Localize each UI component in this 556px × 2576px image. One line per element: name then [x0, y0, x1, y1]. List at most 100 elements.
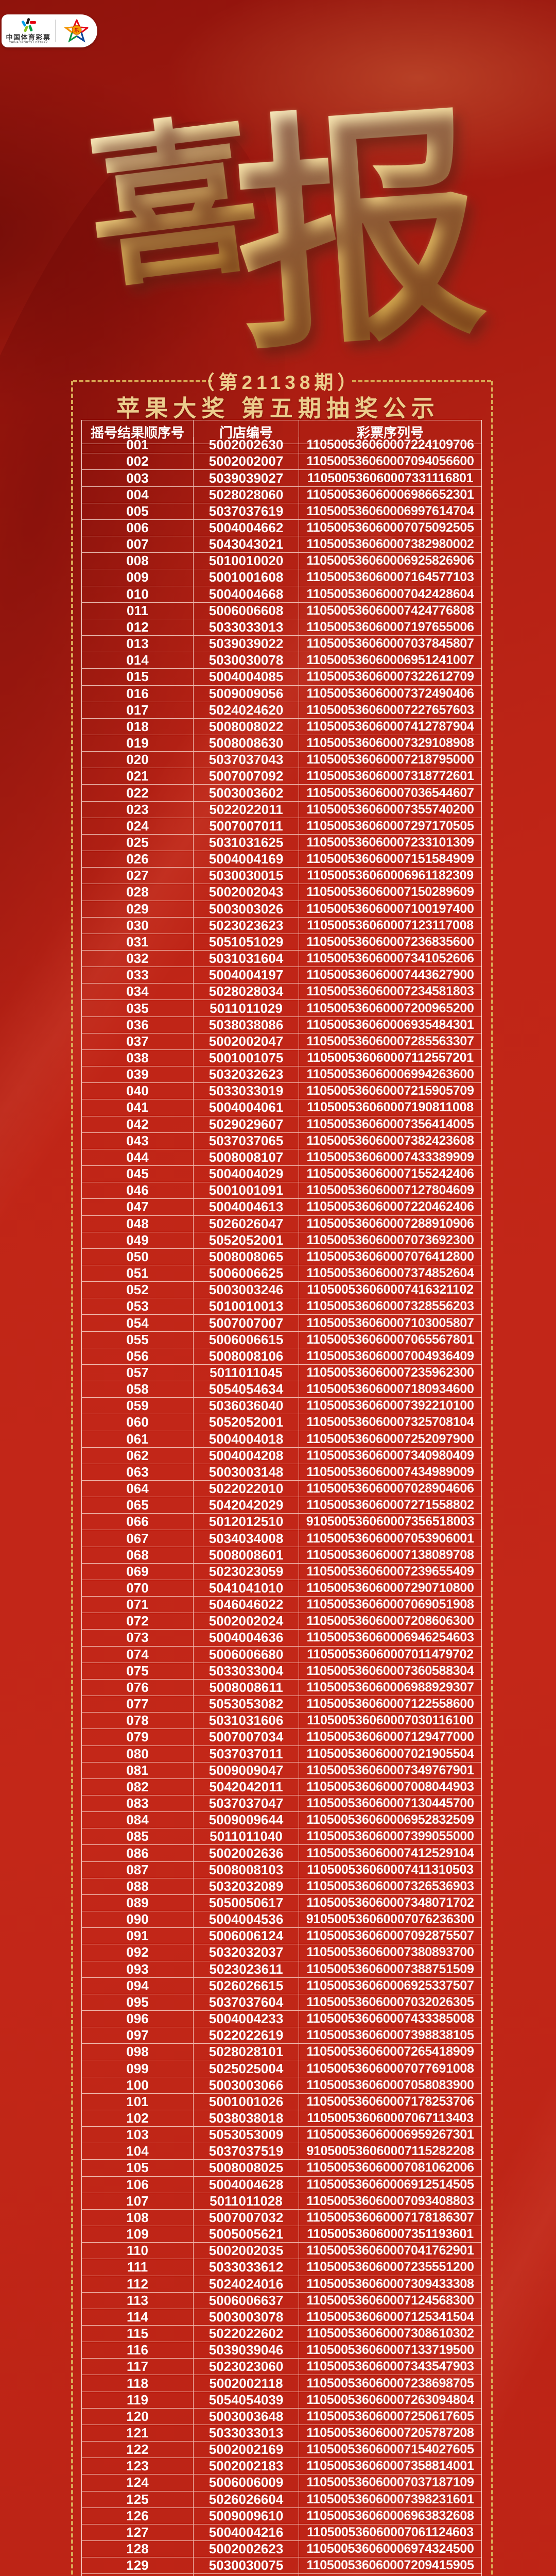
serial-cell: 110500536060007355740200 [299, 802, 481, 818]
seq-cell: 009 [82, 569, 194, 586]
seq-cell: 060 [82, 1414, 194, 1431]
store-cell: 5001001608 [194, 569, 299, 586]
store-cell: 5008008022 [194, 718, 299, 735]
seq-cell: 088 [82, 1878, 194, 1895]
store-cell: 5001001026 [194, 2093, 299, 2110]
serial-cell: 110500536060007133719500 [299, 2342, 481, 2359]
seq-cell: 053 [82, 1298, 194, 1315]
store-cell: 5025025004 [194, 2060, 299, 2077]
serial-cell: 110500536060007151584909 [299, 851, 481, 868]
seq-cell: 120 [82, 2408, 194, 2425]
serial-cell: 110500536060007037845807 [299, 636, 481, 653]
store-cell: 5026026604 [194, 2491, 299, 2508]
seq-cell: 089 [82, 1894, 194, 1912]
seq-cell: 056 [82, 1348, 194, 1365]
china-sports-lottery-logo-pill: 中国体育彩票 CHINA SPORTS LOTTERY 乐 [2, 14, 97, 47]
serial-cell: 110500536060007358814001 [299, 2458, 481, 2475]
store-cell: 5006006608 [194, 602, 299, 619]
store-cell: 5022022010 [194, 1481, 299, 1498]
store-cell: 5037037043 [194, 752, 299, 769]
seq-cell: 038 [82, 1049, 194, 1067]
serial-cell: 110500536060007343547903 [299, 2359, 481, 2376]
seq-cell: 078 [82, 1713, 194, 1730]
serial-cell: 110500536060007238698705 [299, 2375, 481, 2392]
serial-cell: 110500536060007250617605 [299, 2409, 481, 2425]
seq-cell: 013 [82, 636, 194, 653]
store-cell: 5011011029 [194, 1000, 299, 1017]
svg-text:乐: 乐 [74, 27, 79, 33]
store-cell: 5004004216 [194, 2524, 299, 2541]
serial-cell: 110500536060006952832509 [299, 1812, 481, 1829]
seq-cell: 027 [82, 868, 194, 885]
serial-cell: 110500536060007235551200 [299, 2259, 481, 2276]
seq-cell: 061 [82, 1431, 194, 1448]
seq-cell: 091 [82, 1928, 194, 1945]
seq-cell: 014 [82, 652, 194, 669]
seq-cell: 055 [82, 1331, 194, 1348]
store-cell: 5050050617 [194, 1894, 299, 1912]
store-cell: 5004004233 [194, 2011, 299, 2028]
seq-cell: 035 [82, 1000, 194, 1017]
serial-cell: 110500536060007067113403 [299, 2110, 481, 2127]
seq-cell: 116 [82, 2342, 194, 2359]
seq-cell: 057 [82, 1364, 194, 1382]
serial-cell: 110500536060007328556203 [299, 1298, 481, 1315]
seq-cell: 079 [82, 1729, 194, 1746]
seq-cell: 094 [82, 1977, 194, 1994]
seq-cell: 029 [82, 901, 194, 918]
store-cell: 5011011040 [194, 1828, 299, 1845]
seq-cell: 123 [82, 2458, 194, 2475]
column-header-serial: 彩票序列号 [299, 420, 481, 444]
store-cell: 5022022602 [194, 2325, 299, 2343]
serial-cell: 110500536060006912514505 [299, 2177, 481, 2193]
seq-cell: 051 [82, 1265, 194, 1282]
store-cell: 5039039022 [194, 636, 299, 653]
seq-cell: 041 [82, 1099, 194, 1116]
serial-cell: 110500536060007092875507 [299, 1928, 481, 1945]
serial-cell: 110500536060007178253706 [299, 2094, 481, 2110]
seq-cell: 093 [82, 1961, 194, 1978]
store-cell: 5004004208 [194, 1447, 299, 1464]
issue-number: （第21138期） [182, 367, 374, 395]
serial-cell: 110500536060007351193601 [299, 2226, 481, 2243]
seq-cell: 109 [82, 2226, 194, 2243]
store-cell: 5004004636 [194, 1630, 299, 1647]
store-cell: 5043043021 [194, 536, 299, 553]
seq-cell: 033 [82, 967, 194, 984]
serial-cell: 110500536060007326536903 [299, 1878, 481, 1895]
serial-cell: 110500536060007150289609 [299, 884, 481, 901]
serial-cell: 110500536060007322612709 [299, 669, 481, 686]
serial-cell: 110500536060006925826906 [299, 553, 481, 570]
serial-cell: 110500536060007058083900 [299, 2077, 481, 2094]
store-cell: 5004004061 [194, 1099, 299, 1116]
seq-cell: 095 [82, 1994, 194, 2011]
serial-cell: 110500536060007065567801 [299, 1332, 481, 1348]
store-cell: 5032032623 [194, 1066, 299, 1083]
store-cell: 5033033013 [194, 2425, 299, 2442]
store-cell: 5003003246 [194, 1282, 299, 1299]
store-cell: 5023023611 [194, 1961, 299, 1978]
frame-top-dash-left [73, 380, 212, 382]
seq-cell: 011 [82, 602, 194, 619]
store-cell: 5011011045 [194, 1364, 299, 1382]
issue-line: （第21138期） [0, 367, 556, 395]
store-cell: 5028028060 [194, 486, 299, 503]
sports-lottery-pinwheel-icon [22, 18, 36, 32]
store-cell: 5002002024 [194, 1613, 299, 1630]
store-cell: 5002002043 [194, 884, 299, 901]
seq-cell: 103 [82, 2127, 194, 2144]
serial-cell: 910500536060007115282208 [299, 2143, 481, 2160]
seq-cell: 058 [82, 1381, 194, 1398]
store-cell: 5002002007 [194, 453, 299, 470]
seq-cell: 068 [82, 1547, 194, 1564]
store-cell: 5034034008 [194, 1530, 299, 1547]
serial-cell: 110500536060007424776808 [299, 603, 481, 619]
store-cell: 5007007011 [194, 818, 299, 835]
store-cell: 5037037619 [194, 503, 299, 520]
store-cell: 5051051029 [194, 934, 299, 951]
logo-cn-text: 中国体育彩票 [6, 33, 51, 41]
serial-cell: 110500536060007094056600 [299, 453, 481, 470]
serial-cell: 110500536060007318772601 [299, 768, 481, 785]
serial-cell: 110500536060007411310503 [299, 1862, 481, 1878]
seq-cell: 127 [82, 2524, 194, 2541]
